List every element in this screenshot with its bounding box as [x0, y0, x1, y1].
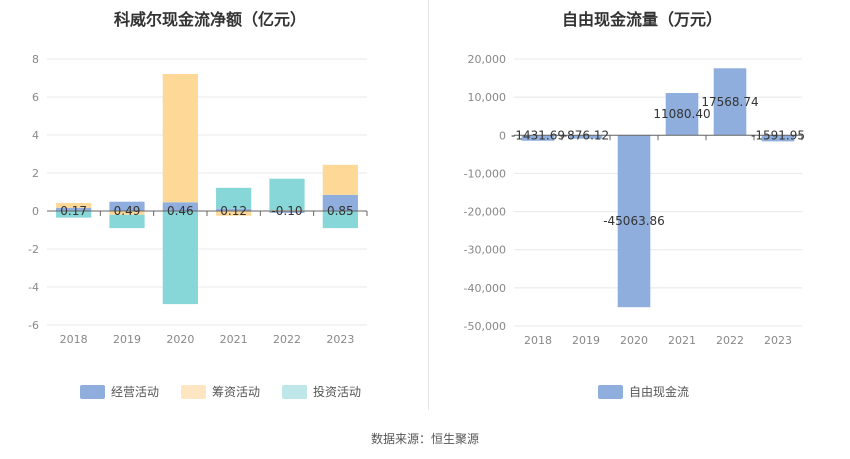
x-tick-label: 2022 — [273, 333, 301, 346]
bar — [761, 135, 795, 142]
y-tick-label: 2 — [32, 167, 39, 180]
bar — [216, 187, 252, 209]
x-tick-label: 2023 — [764, 334, 792, 347]
data-label: -1431.69 — [511, 128, 565, 142]
y-tick-label: -10,000 — [464, 167, 506, 180]
legend-label: 筹资活动 — [212, 385, 261, 399]
legend-item-investing[interactable]: 投资活动 — [282, 383, 361, 400]
bar — [269, 211, 305, 213]
x-tick-label: 2019 — [113, 333, 141, 346]
data-source-note: 数据来源：恒生聚源 — [370, 432, 479, 446]
bar — [162, 202, 198, 211]
legend-swatch — [598, 384, 623, 399]
y-tick-label: -20,000 — [464, 206, 506, 219]
x-tick-label: 2021 — [220, 333, 248, 346]
cashflow-chart: -6 -4 -2 0 2 4 6 8 2018 2019 2020 2021 2022 2023 0.17 0… — [28, 53, 368, 346]
y-tick-label: -40,000 — [464, 282, 506, 295]
x-tick-label: 2018 — [60, 333, 88, 346]
data-label: 11080.40 — [653, 107, 710, 121]
data-label: 0.85 — [327, 204, 354, 218]
data-label: -45063.86 — [603, 214, 665, 228]
bar — [109, 201, 145, 211]
y-tick-label: 6 — [32, 91, 39, 104]
y-tick-label: 0 — [32, 205, 39, 218]
y-tick-label: 4 — [32, 129, 39, 142]
bar — [665, 93, 699, 136]
data-label: -1591.95 — [751, 128, 805, 142]
data-label: 0.49 — [114, 204, 141, 218]
legend-label: 自由现金流 — [629, 385, 690, 399]
legend-label: 投资活动 — [313, 385, 362, 399]
data-label: 0.12 — [220, 204, 247, 218]
y-tick-label: 10,000 — [468, 91, 507, 104]
left-legend: 经营活动 筹资活动 投资活动 — [80, 383, 361, 400]
bar — [617, 135, 651, 308]
x-tick-label: 2019 — [572, 334, 600, 347]
y-tick-label: 20,000 — [468, 53, 507, 66]
right-chart-title: 自由现金流量（万元） — [561, 10, 722, 29]
bar — [521, 135, 555, 141]
bar — [269, 178, 305, 211]
legend-item-free-cashflow[interactable]: 自由现金流 — [598, 383, 689, 400]
x-tick-label: 2020 — [620, 334, 648, 347]
y-tick-label: 8 — [32, 53, 39, 66]
bar — [162, 211, 198, 305]
y-tick-label: -6 — [28, 319, 39, 332]
bar — [322, 194, 358, 211]
bar — [162, 74, 198, 203]
x-tick-label: 2023 — [326, 333, 354, 346]
data-label: -0.10 — [271, 204, 302, 218]
legend-item-financing[interactable]: 筹资活动 — [181, 383, 260, 400]
panel-divider — [428, 0, 429, 410]
free-cashflow-chart: -50,000 -40,000 -30,000 -20,000 -10,000 0 10,0… — [464, 53, 805, 347]
y-tick-label: -30,000 — [464, 244, 506, 257]
bar — [56, 203, 92, 208]
bar — [569, 135, 603, 139]
bar — [56, 207, 92, 211]
data-label: 0.46 — [167, 204, 194, 218]
bar — [109, 214, 145, 229]
legend-swatch — [80, 384, 105, 399]
x-tick-label: 2018 — [524, 334, 552, 347]
x-tick-label: 2020 — [166, 333, 194, 346]
data-label: 0.17 — [60, 204, 87, 218]
legend-swatch — [282, 384, 308, 399]
legend-item-operating[interactable]: 经营活动 — [80, 383, 159, 400]
y-tick-label: -4 — [28, 281, 39, 294]
bar — [216, 211, 252, 216]
bar — [322, 164, 358, 195]
left-chart-title: 科威尔现金流净额（亿元） — [113, 10, 306, 29]
data-label: -876.12 — [563, 128, 609, 142]
x-tick-label: 2022 — [716, 334, 744, 347]
bar — [713, 68, 747, 136]
bar — [56, 211, 92, 218]
y-tick-label: 0 — [499, 129, 506, 142]
x-tick-label: 2021 — [668, 334, 696, 347]
bar — [322, 211, 358, 229]
y-tick-label: -50,000 — [464, 320, 506, 333]
y-tick-label: -2 — [28, 243, 39, 256]
bar — [109, 211, 145, 215]
bar — [216, 208, 252, 211]
data-label: 17568.74 — [701, 95, 758, 109]
legend-label: 经营活动 — [111, 385, 160, 399]
right-legend: 自由现金流 — [598, 383, 689, 400]
legend-swatch — [181, 384, 207, 399]
